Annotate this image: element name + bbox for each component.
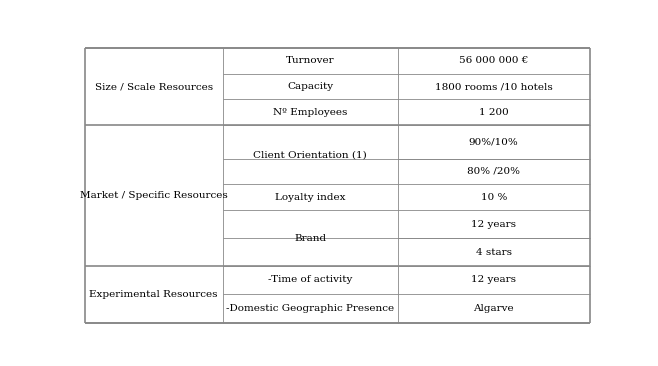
Text: Loyalty index: Loyalty index [275,193,345,202]
Text: Capacity: Capacity [287,82,334,91]
Text: 80% /20%: 80% /20% [467,167,520,176]
Text: 12 years: 12 years [471,220,517,228]
Text: Client Orientation (1): Client Orientation (1) [253,150,367,159]
Text: Nº Employees: Nº Employees [273,108,347,117]
Text: Turnover: Turnover [286,56,334,66]
Text: Size / Scale Resources: Size / Scale Resources [95,82,213,91]
Text: -Time of activity: -Time of activity [268,275,353,284]
Text: 12 years: 12 years [471,275,517,284]
Text: 4 stars: 4 stars [476,247,512,257]
Text: Brand: Brand [294,234,326,243]
Text: 56 000 000 €: 56 000 000 € [459,56,528,66]
Text: Market / Specific Resources: Market / Specific Resources [80,191,228,200]
Text: 10 %: 10 % [480,193,507,202]
Text: 90%/10%: 90%/10% [469,137,519,146]
Text: 1 200: 1 200 [479,108,509,117]
Text: Algarve: Algarve [473,304,514,313]
Text: -Domestic Geographic Presence: -Domestic Geographic Presence [226,304,394,313]
Text: Experimental Resources: Experimental Resources [89,290,218,299]
Text: 1800 rooms /10 hotels: 1800 rooms /10 hotels [435,82,553,91]
